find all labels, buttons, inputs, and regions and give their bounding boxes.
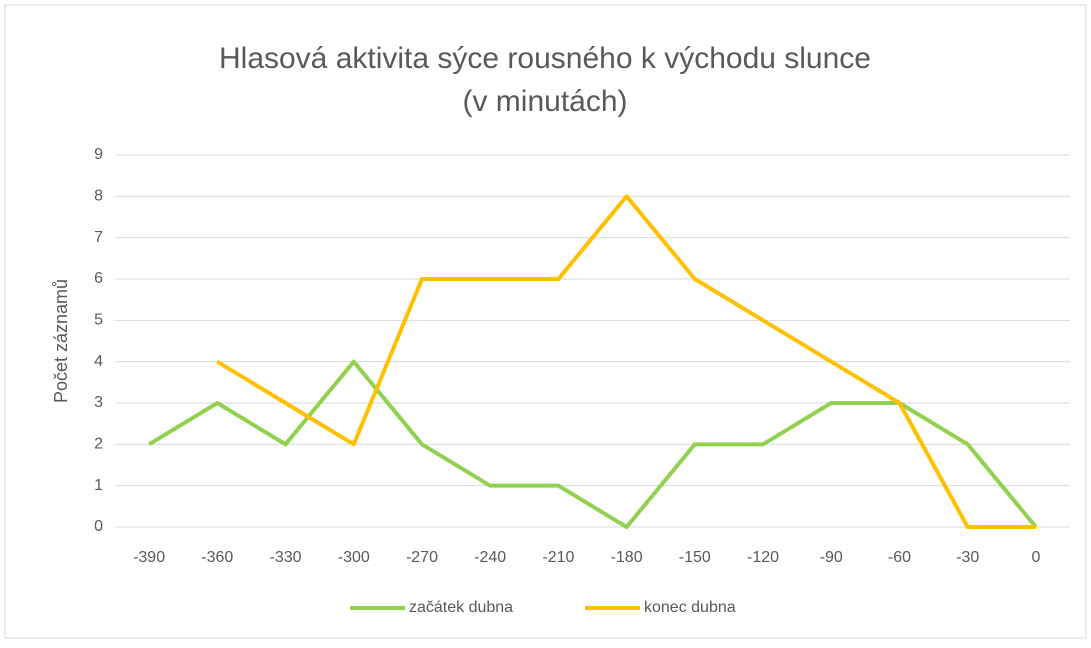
chart-title: Hlasová aktivita sýce rousného k východu…: [219, 42, 871, 75]
legend-label: začátek dubna: [409, 599, 513, 616]
series-line: [148, 359, 1038, 529]
x-tick-label: -60: [888, 549, 911, 566]
x-tick-label: -180: [611, 549, 643, 566]
x-tick-label: -30: [956, 549, 979, 566]
x-tick-label: -270: [406, 549, 438, 566]
y-axis-label: Počet záznamů: [51, 279, 71, 403]
x-tick-label: -240: [474, 549, 506, 566]
y-tick-label: 6: [94, 270, 103, 287]
series-line: [216, 194, 1036, 529]
chart-title: (v minutách): [462, 85, 627, 118]
y-tick-label: 5: [94, 312, 103, 329]
y-tick-label: 3: [94, 394, 103, 411]
y-tick-label: 2: [94, 436, 103, 453]
y-tick-label: 0: [94, 518, 103, 535]
x-tick-label: -360: [201, 549, 233, 566]
y-tick-label: 4: [94, 353, 103, 370]
x-tick-label: 0: [1031, 549, 1040, 566]
x-tick-label: -300: [338, 549, 370, 566]
chart-border: [4, 4, 1087, 639]
x-tick-label: -150: [679, 549, 711, 566]
x-tick-label: -390: [133, 549, 165, 566]
x-tick-label: -120: [747, 549, 779, 566]
x-tick-label: -330: [270, 549, 302, 566]
y-tick-label: 1: [94, 477, 103, 494]
x-tick-label: -210: [542, 549, 574, 566]
x-tick-label: -90: [820, 549, 843, 566]
y-tick-label: 9: [94, 146, 103, 163]
y-tick-label: 8: [94, 188, 103, 205]
y-tick-label: 7: [94, 229, 103, 246]
legend-label: konec dubna: [644, 599, 736, 616]
